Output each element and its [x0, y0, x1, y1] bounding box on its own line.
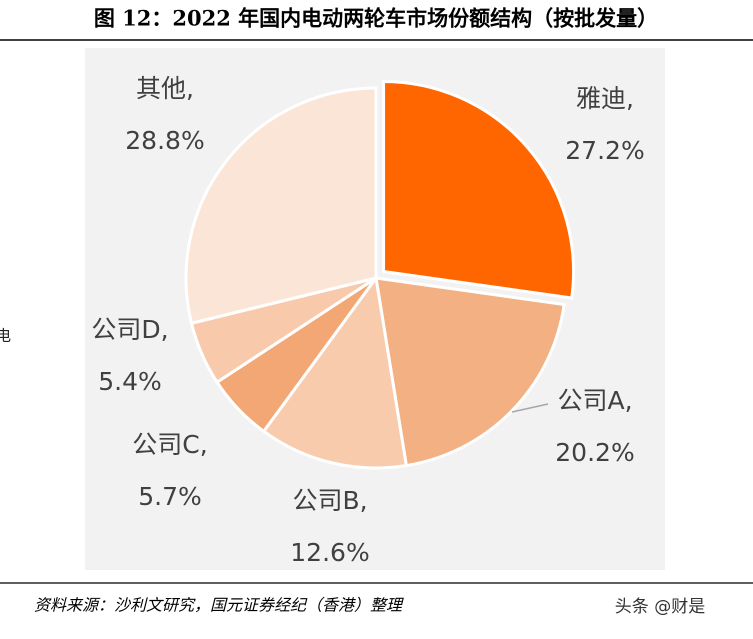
slice-label: 公司B,: [292, 486, 367, 515]
slice-value-label: 20.2%: [555, 438, 634, 467]
slice-label: 公司C,: [132, 430, 207, 459]
slice-label: 公司A,: [557, 386, 632, 415]
slice-label: 雅迪,: [576, 84, 634, 113]
slice-value-label: 5.7%: [138, 482, 202, 511]
source: 资料来源：沙利文研究，国元证券经纪（香港）整理: [34, 596, 404, 615]
pie-slice: [261, 274, 409, 470]
pie-slice: [374, 276, 566, 468]
pie-slice: [184, 86, 378, 326]
pie-slice: [382, 79, 576, 300]
pie: [184, 79, 576, 470]
slice-value-label: 5.4%: [98, 367, 162, 396]
watermark: 头条 @财是: [615, 597, 705, 617]
side-text: 电: [0, 327, 11, 345]
chart-title: 图 12：2022 年国内电动两轮车市场份额结构（按批发量）: [94, 6, 658, 31]
slice-value-label: 12.6%: [290, 538, 369, 567]
slice-value-label: 27.2%: [565, 136, 644, 165]
slice-label: 公司D,: [91, 315, 168, 344]
slice-label: 其他,: [136, 74, 194, 103]
slice-value-label: 28.8%: [125, 126, 204, 155]
leader-line: [511, 403, 549, 413]
